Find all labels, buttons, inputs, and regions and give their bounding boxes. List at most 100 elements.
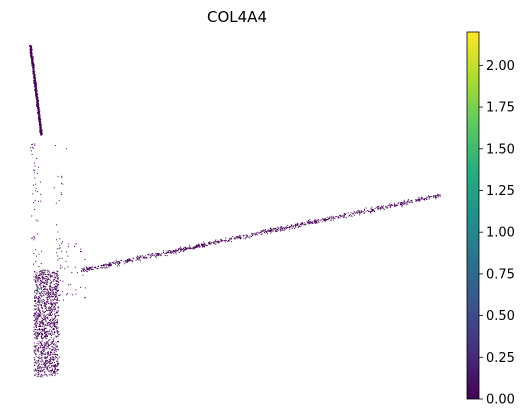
scatter-point [67,246,69,248]
scatter-point [309,220,311,222]
scatter-point [158,253,160,255]
scatter-point [429,196,431,197]
scatter-point [29,52,31,54]
scatter-point [41,271,42,273]
scatter-point [37,276,39,278]
scatter-point [58,281,60,283]
scatter-point [54,371,55,373]
scatter-point [45,324,47,326]
scatter-point [68,243,70,245]
scatter-point [40,325,42,327]
scatter-point [61,266,63,268]
scatter-point [36,100,38,102]
scatter-point [146,257,148,259]
scatter-point [37,291,39,293]
scatter-point [175,248,177,250]
scatter-point [360,212,362,214]
scatter-point [51,287,53,289]
scatter-point [127,259,129,261]
scatter-point [188,244,190,246]
scatter-point [49,297,51,299]
scatter-point [45,357,47,359]
scatter-point [38,333,39,335]
scatter-point [48,321,50,323]
scatter-point [46,375,48,377]
scatter-point [44,292,46,294]
scatter-point [259,232,261,234]
scatter-point [38,357,40,359]
scatter-point [44,342,46,344]
scatter-point [180,250,182,252]
scatter-point [37,310,39,312]
scatter-point [57,286,59,288]
scatter-point [125,261,127,263]
scatter-point [34,314,36,315]
scatter-point [407,199,409,201]
scatter-point [321,221,323,223]
scatter-point [60,267,61,269]
scatter-point [34,325,36,327]
scatter-point [102,265,104,266]
scatter-point [35,335,37,337]
scatter-point [428,198,430,200]
scatter-point [31,57,33,59]
scatter-point [57,310,59,312]
scatter-point [30,56,32,58]
scatter-point [417,198,419,200]
scatter-point [45,278,47,280]
scatter-point [395,205,397,207]
scatter-point [41,330,43,332]
scatter-point [145,257,147,259]
scatter-point [40,274,42,276]
scatter-point [50,300,52,302]
scatter-point [186,249,188,250]
scatter-point [39,122,40,124]
scatter-point [41,320,43,322]
scatter-point [34,84,36,86]
scatter-point [381,205,383,207]
scatter-point [64,268,66,270]
scatter-point [147,254,149,255]
scatter-point [353,214,355,216]
scatter-point [332,219,334,221]
scatter-point [66,294,67,296]
scatter-point [53,306,55,308]
scatter-point [34,169,36,171]
scatter-point [264,230,266,232]
scatter-point [139,258,141,260]
scatter-point [60,264,62,266]
scatter-point [49,319,51,321]
scatter-point [34,359,35,361]
scatter-point [128,260,130,262]
scatter-point [34,271,36,273]
scatter-point [55,293,57,295]
scatter-point [325,219,327,220]
scatter-point [57,362,59,364]
scatter-point [316,222,318,224]
scatter-point [84,268,86,270]
scatter-point [67,266,69,268]
scatter-point [57,281,59,283]
scatter-point [239,237,241,239]
scatter-point [272,230,274,232]
scatter-point [423,199,425,201]
scatter-point [342,215,344,217]
scatter-point [45,307,47,309]
scatter-point [260,232,262,234]
scatter-point [41,343,42,344]
scatter-point [47,354,49,356]
scatter-point [295,225,297,227]
scatter-point [33,239,35,241]
scatter-point [39,282,41,284]
scatter-point [282,227,284,229]
scatter-point [37,301,39,303]
scatter-point [226,239,227,241]
scatter-point [36,96,37,98]
scatter-point [38,363,40,365]
scatter-point [35,187,37,189]
scatter-point [41,366,43,368]
scatter-point [38,280,40,282]
scatter-point [42,353,44,355]
scatter-point [42,329,43,331]
